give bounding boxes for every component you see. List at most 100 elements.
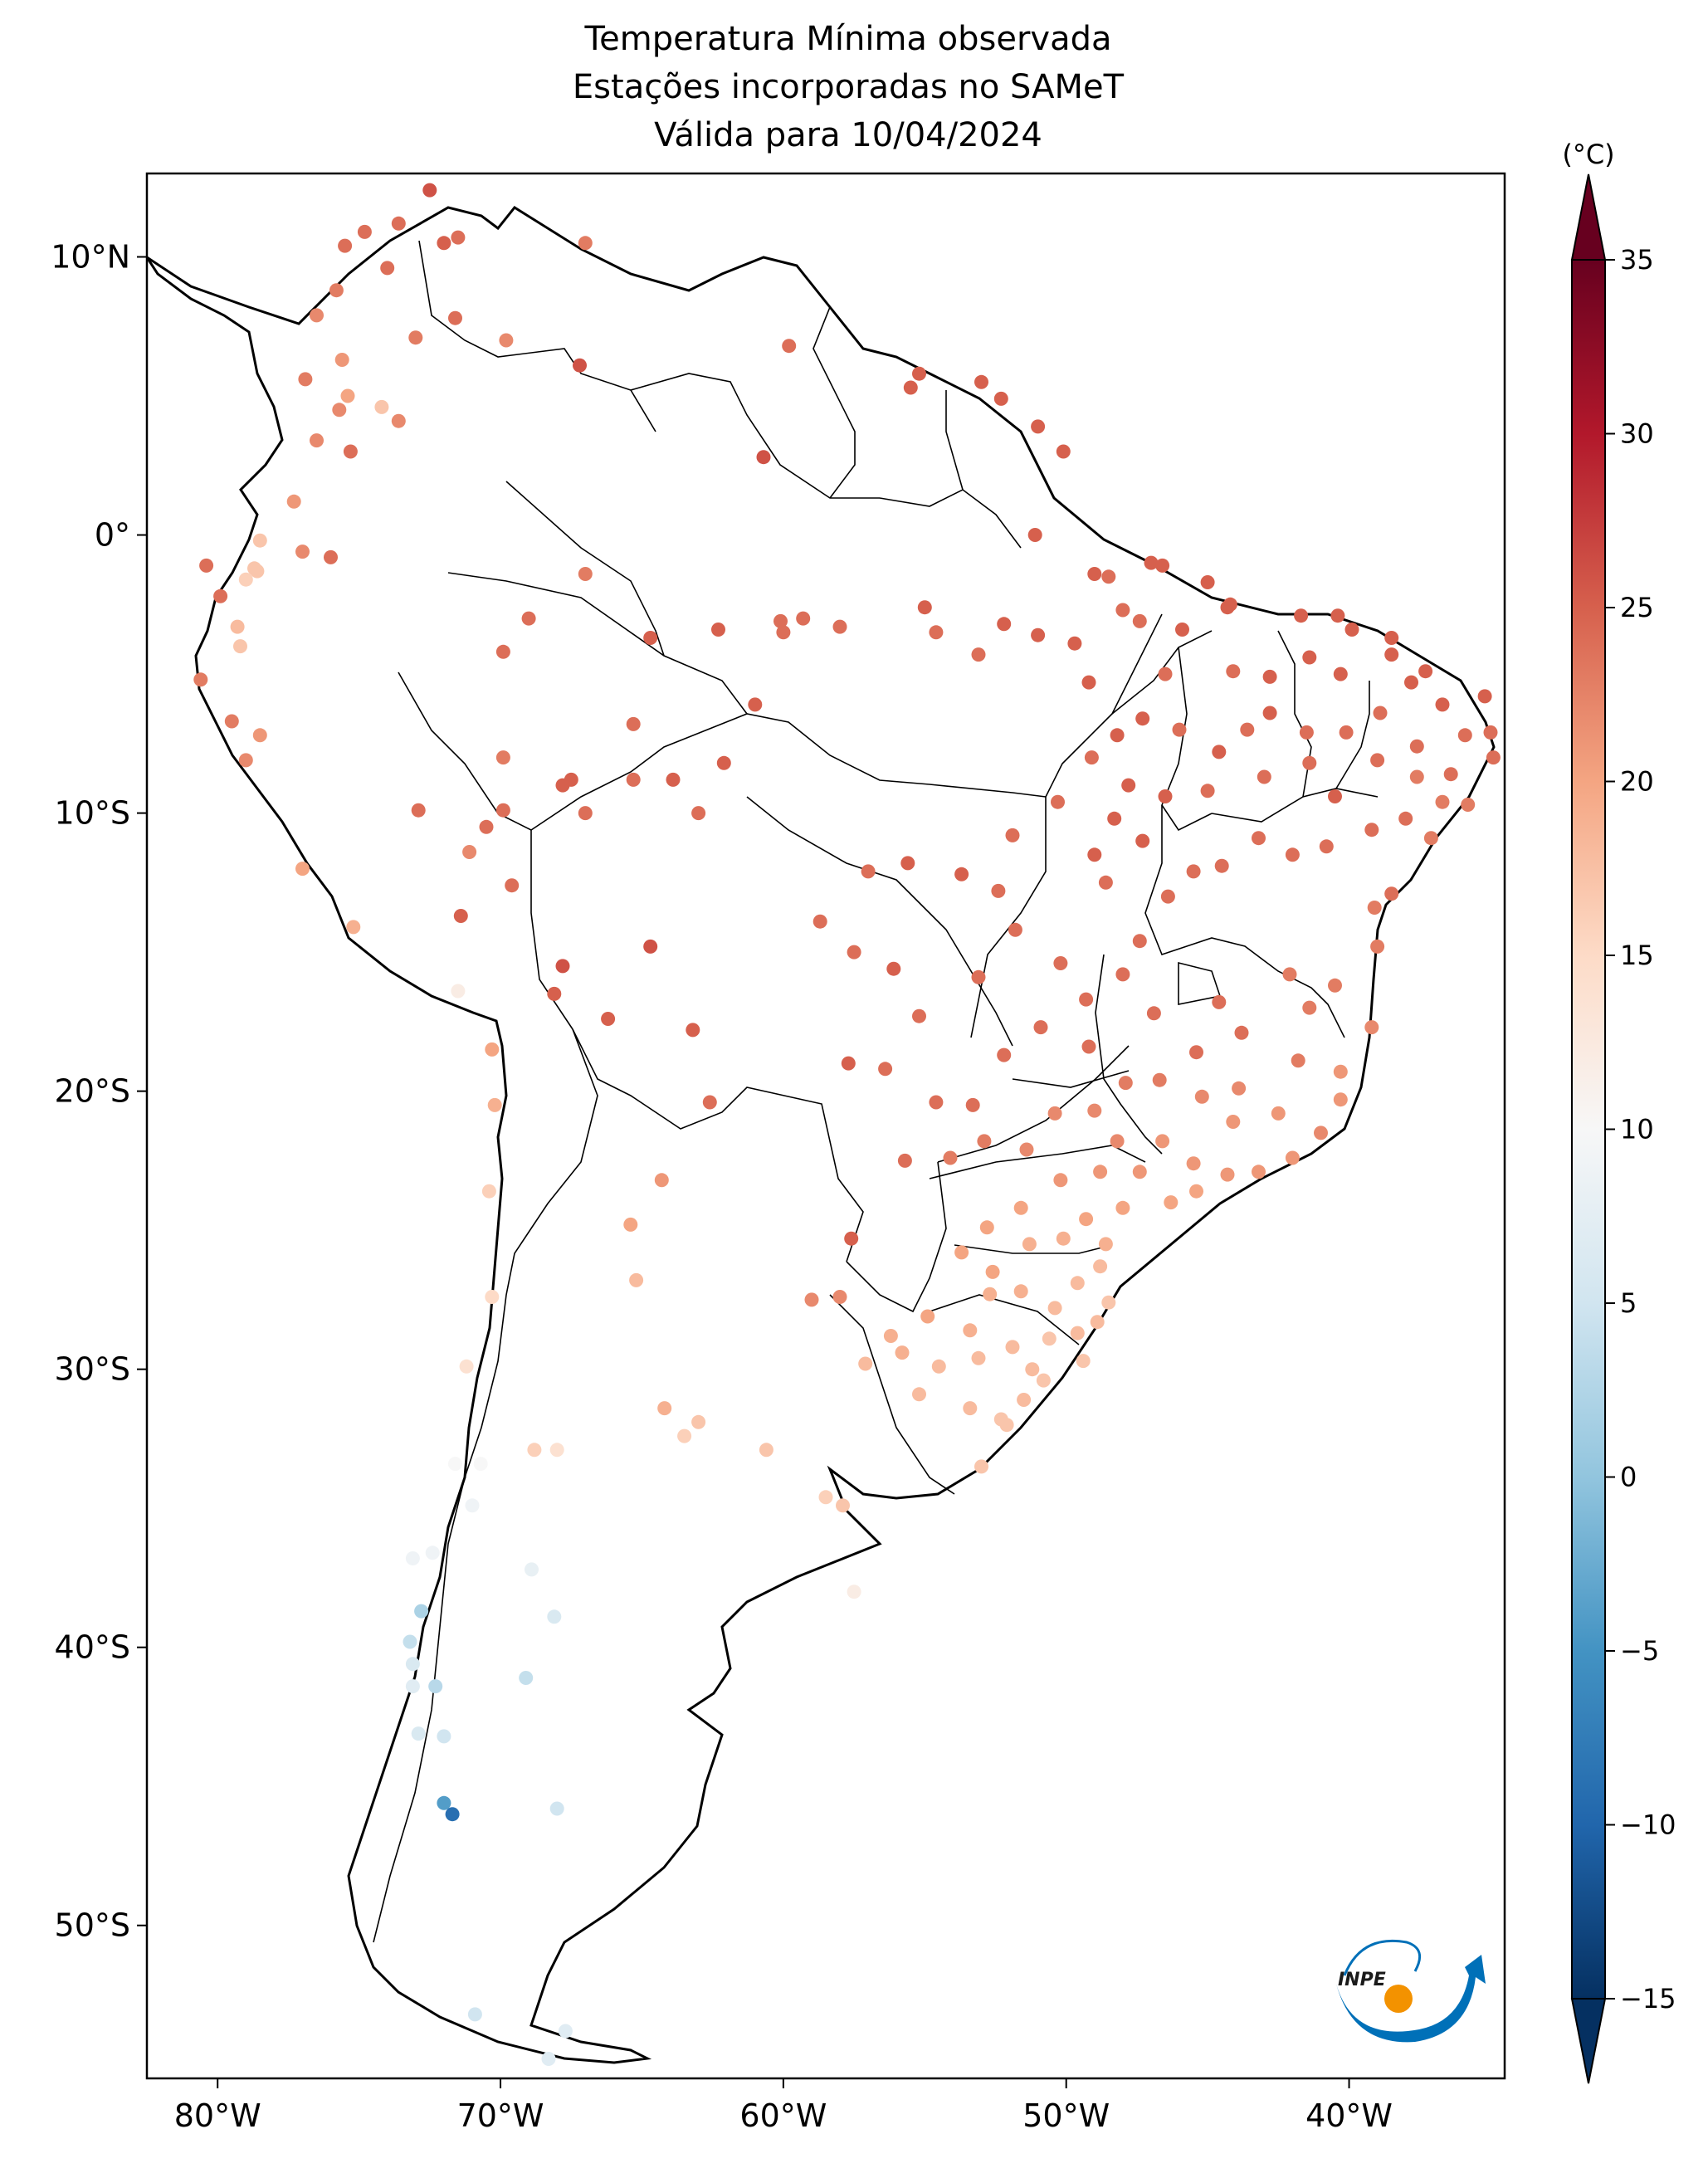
station-point: [977, 1134, 992, 1149]
station-point: [1101, 569, 1116, 584]
station-point: [1240, 722, 1255, 737]
station-point: [1409, 769, 1424, 784]
station-point: [629, 1272, 644, 1287]
station-point: [1186, 1156, 1201, 1171]
station-point: [1384, 647, 1399, 662]
station-point: [1008, 922, 1022, 937]
station-point: [411, 1726, 426, 1741]
continent-outline: [147, 206, 1496, 2064]
station-point: [1031, 627, 1046, 642]
station-point: [1087, 567, 1102, 581]
station-point: [1189, 1045, 1203, 1060]
station-point: [1285, 847, 1300, 862]
station-point: [1435, 794, 1450, 809]
colorbar-tick-label: 10: [1620, 1114, 1654, 1145]
station-point: [1076, 1354, 1091, 1369]
station-point: [1047, 1301, 1062, 1316]
station-point: [310, 308, 324, 323]
station-point: [883, 1329, 898, 1343]
colorbar-extend-max: [1570, 173, 1607, 261]
station-point: [1132, 613, 1147, 628]
station-point: [1017, 1393, 1032, 1407]
station-point: [878, 1062, 893, 1077]
station-point: [1344, 623, 1359, 637]
station-point: [997, 617, 1012, 632]
station-point: [1079, 1212, 1094, 1227]
station-point: [1081, 675, 1096, 690]
station-point: [796, 611, 811, 626]
station-point: [1115, 603, 1130, 618]
station-point: [1384, 886, 1399, 901]
station-point: [462, 845, 477, 859]
station-point: [1200, 784, 1215, 798]
colorbar-tick-label: 5: [1620, 1287, 1637, 1319]
station-point: [1302, 755, 1317, 770]
station-point: [233, 639, 247, 654]
station-point: [1418, 664, 1433, 679]
station-point: [895, 1345, 910, 1360]
station-point: [521, 611, 536, 626]
station-point: [411, 803, 426, 818]
lon-tick-label: 40°W: [1305, 2097, 1393, 2134]
station-point: [485, 1290, 500, 1304]
colorbar-tick-label: −10: [1620, 1809, 1676, 1841]
station-point: [1257, 769, 1271, 784]
station-point: [230, 619, 245, 634]
station-point: [1042, 1331, 1057, 1346]
station-point: [1115, 967, 1130, 982]
station-point: [1160, 889, 1175, 904]
station-point: [391, 216, 406, 231]
station-point: [527, 1443, 542, 1458]
station-point: [997, 1047, 1012, 1062]
station-point: [1118, 1076, 1133, 1091]
colorbar-tick-label: 30: [1620, 418, 1654, 450]
station-point: [1220, 1167, 1235, 1182]
station-point: [499, 333, 514, 348]
station-point: [334, 353, 349, 367]
station-point: [643, 631, 658, 645]
station-point: [346, 920, 361, 935]
station-point: [1019, 1142, 1034, 1157]
station-point: [1175, 623, 1189, 637]
station-point: [1285, 1150, 1300, 1165]
station-point: [858, 1356, 873, 1371]
station-point: [252, 533, 267, 548]
station-point: [974, 374, 988, 389]
station-point: [804, 1292, 819, 1307]
station-point: [1234, 1025, 1249, 1040]
station-point: [495, 644, 510, 659]
station-point: [1398, 811, 1413, 826]
station-point: [310, 433, 324, 448]
title-line-2: Estações incorporadas no SAMeT: [573, 68, 1125, 106]
lat-tick-label: 10°S: [55, 795, 130, 832]
station-point: [963, 1401, 978, 1416]
station-point: [1146, 1006, 1161, 1021]
logo-sun-icon: [1384, 1985, 1413, 2013]
station-point: [1036, 1373, 1051, 1388]
station-point: [1051, 794, 1065, 809]
station-point: [479, 819, 494, 834]
map-panel: INPE: [147, 173, 1505, 2078]
station-point: [1262, 669, 1277, 684]
station-point: [963, 1323, 978, 1338]
station-point: [844, 1231, 859, 1246]
colorbar-ticks: 35 30 25 20 15 10 5 0 −5 −10 −15: [1605, 244, 1676, 2014]
station-point: [481, 1184, 496, 1199]
station-point: [626, 772, 641, 787]
station-point: [1087, 847, 1102, 862]
station-point: [525, 1562, 539, 1577]
station-point: [448, 310, 462, 325]
station-point: [954, 1245, 969, 1260]
station-point: [448, 1457, 462, 1472]
station-point: [836, 1498, 850, 1513]
station-point: [1373, 706, 1388, 720]
station-point: [1423, 831, 1438, 846]
station-point: [1186, 864, 1201, 879]
lon-tick-label: 50°W: [1022, 2097, 1110, 2134]
station-point: [903, 380, 918, 395]
station-point: [1152, 1072, 1167, 1087]
station-point: [1084, 750, 1099, 765]
station-point: [564, 772, 578, 787]
station-point: [1384, 631, 1399, 645]
station-point: [459, 1359, 474, 1374]
